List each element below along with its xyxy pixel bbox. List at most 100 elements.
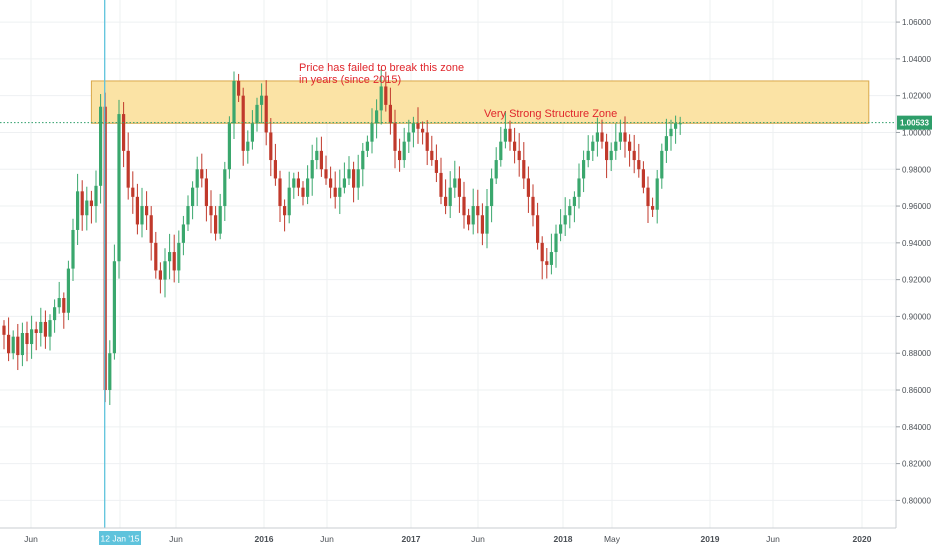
candle-body [646, 187, 650, 207]
x-tick-label: 2017 [402, 534, 421, 544]
candle [218, 193, 222, 240]
candle [57, 281, 61, 314]
candle-body [163, 261, 167, 280]
candle-body [135, 196, 139, 225]
candle-body [250, 123, 254, 142]
candle-body [586, 150, 590, 161]
candle [582, 150, 586, 193]
candle-body [430, 150, 434, 161]
candle [273, 143, 277, 186]
candle [457, 166, 461, 213]
candle-body [122, 114, 126, 151]
candle [503, 111, 507, 149]
candle-body [158, 270, 162, 280]
x-tick-label: Jun [766, 534, 780, 544]
x-tick-label: May [604, 534, 621, 544]
candle [545, 248, 549, 279]
candle [39, 307, 43, 347]
candle-body [7, 334, 11, 354]
candle-body [186, 206, 190, 225]
y-tick-label: 0.98000 [902, 165, 931, 174]
candle [660, 143, 664, 189]
candle-body [62, 298, 66, 313]
x-tick-label: 2019 [701, 534, 720, 544]
candle [186, 195, 190, 232]
candle [223, 161, 227, 221]
candle-body [361, 150, 365, 170]
candle-body [669, 128, 673, 137]
candle [30, 315, 34, 359]
candle [568, 199, 572, 229]
candle-body [623, 132, 627, 142]
y-tick-label: 1.06000 [902, 18, 931, 27]
candles [2, 69, 682, 406]
candle-body [200, 169, 204, 179]
candle [2, 320, 6, 350]
candle [85, 186, 89, 231]
candle [430, 135, 434, 166]
candle [237, 73, 241, 103]
candle [494, 147, 498, 184]
candle-body [260, 95, 264, 105]
candle [108, 340, 112, 406]
candle-body [522, 160, 526, 179]
candle-body [352, 169, 356, 188]
candle [572, 191, 576, 223]
candle [99, 94, 103, 204]
candle [76, 173, 80, 245]
candle-body [131, 187, 135, 197]
candle-body [85, 200, 89, 216]
candle [540, 236, 544, 280]
x-tick-label: 2016 [255, 534, 274, 544]
candle [283, 199, 287, 232]
candle-body [609, 150, 613, 161]
x-tick-label: 2018 [554, 534, 573, 544]
candle-body [177, 242, 181, 271]
candle-body [425, 132, 429, 151]
candle [448, 171, 452, 219]
candle-body [71, 229, 75, 269]
candle-body [292, 178, 296, 188]
x-tick-label: Jun [24, 534, 38, 544]
candle [370, 108, 374, 154]
candle-body [407, 132, 411, 142]
candle-body [66, 268, 70, 313]
candle-body [283, 206, 287, 216]
candle [250, 110, 254, 150]
candle-body [531, 196, 535, 216]
candle [324, 155, 328, 185]
candle-body [388, 104, 392, 124]
candle [669, 119, 673, 151]
candle-body [154, 242, 158, 271]
candle-body [674, 123, 678, 129]
candle-body [453, 178, 457, 188]
annotation-text: Price has failed to break this zone [299, 62, 464, 74]
candle [600, 119, 604, 149]
candle-body [490, 178, 494, 207]
candle [278, 170, 282, 222]
candle-body [499, 141, 503, 161]
candle-body [462, 196, 466, 216]
candle-body [563, 215, 567, 225]
candle-body [296, 178, 300, 188]
candle-body [568, 206, 572, 216]
candle-body [80, 191, 84, 216]
candle [411, 116, 415, 148]
candle-body [269, 132, 273, 161]
candle-body [526, 178, 530, 197]
candle [513, 127, 517, 164]
y-tick-label: 0.84000 [902, 423, 931, 432]
candle [122, 102, 126, 168]
y-tick-label: 0.86000 [902, 386, 931, 395]
candle-body [204, 178, 208, 207]
candle [393, 109, 397, 169]
candle [577, 163, 581, 209]
candle-body [559, 224, 563, 234]
y-tick-label: 1.02000 [902, 92, 931, 101]
candle-body [237, 80, 241, 96]
gridlines [0, 0, 896, 528]
candle-body [25, 332, 29, 345]
candle [11, 330, 15, 360]
candle [200, 153, 204, 188]
